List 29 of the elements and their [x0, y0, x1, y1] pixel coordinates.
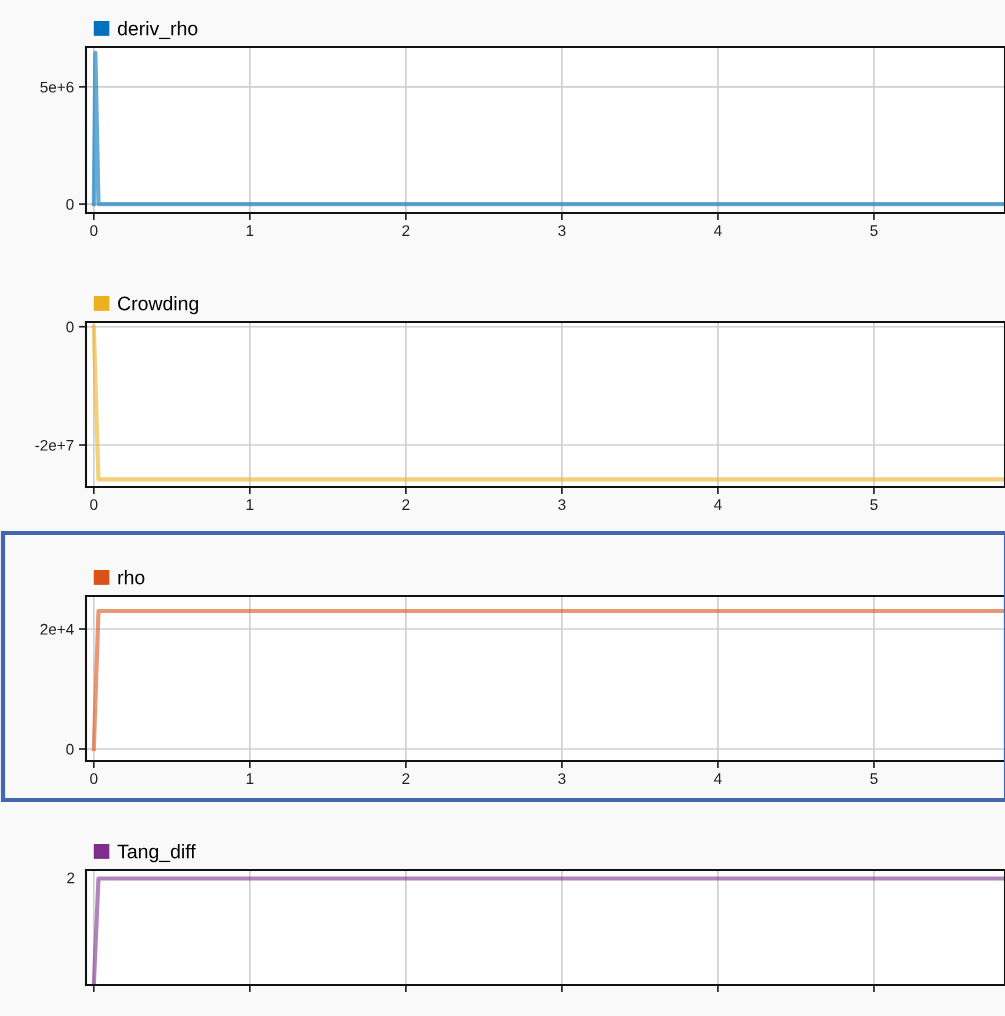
- legend-label: Tang_diff: [117, 844, 196, 863]
- x-tick-label: 3: [558, 499, 566, 511]
- y-tick-label: 2e+4: [40, 623, 74, 635]
- x-tick-label: 0: [90, 499, 98, 511]
- legend-label: rho: [118, 570, 145, 585]
- x-tick-label: 5: [870, 499, 878, 511]
- legend-label: Crowding: [118, 296, 198, 315]
- x-tick-label: 4: [714, 225, 722, 236]
- text: 2: [67, 872, 75, 884]
- y-tick-label: 5e+6: [40, 81, 74, 93]
- x-tick-label: 2: [402, 499, 410, 510]
- y-tick-label: 0: [66, 321, 74, 333]
- x-tick-label: 2: [402, 225, 410, 236]
- x-tick-label: 0: [90, 225, 98, 237]
- y-tick-label: 0: [66, 743, 74, 755]
- x-tick-label: 3: [558, 225, 566, 237]
- x-tick-label: 3: [558, 773, 566, 785]
- x-tick-label: 4: [714, 499, 722, 510]
- x-tick-label: 4: [714, 773, 722, 784]
- x-tick-label: 2: [402, 773, 410, 784]
- x-tick-label: 1: [246, 225, 254, 236]
- x-tick-label: 1: [246, 499, 254, 510]
- y-tick-label: -2e+7: [35, 439, 74, 451]
- x-tick-label: 5: [870, 225, 878, 237]
- legend-label: deriv_rho: [117, 21, 198, 40]
- x-tick-label: 5: [870, 773, 878, 785]
- x-tick-label: 0: [90, 773, 98, 785]
- y-tick-label: 0: [66, 198, 74, 210]
- x-tick-label: 1: [246, 773, 254, 784]
